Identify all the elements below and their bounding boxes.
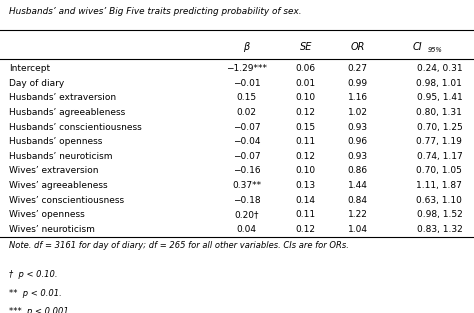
Text: Wives’ openness: Wives’ openness xyxy=(9,210,85,219)
Text: 1.16: 1.16 xyxy=(348,93,368,102)
Text: 0.11: 0.11 xyxy=(296,210,316,219)
Text: 1.22: 1.22 xyxy=(348,210,368,219)
Text: 1.11, 1.87: 1.11, 1.87 xyxy=(417,181,462,190)
Text: 0.98, 1.52: 0.98, 1.52 xyxy=(417,210,462,219)
Text: 0.99: 0.99 xyxy=(348,79,368,88)
Text: 0.14: 0.14 xyxy=(296,196,316,205)
Text: 0.02: 0.02 xyxy=(237,108,256,117)
Text: Husbands’ openness: Husbands’ openness xyxy=(9,137,103,146)
Text: 0.27: 0.27 xyxy=(348,64,368,73)
Text: 0.84: 0.84 xyxy=(348,196,368,205)
Text: Wives’ neuroticism: Wives’ neuroticism xyxy=(9,225,95,234)
Text: −0.01: −0.01 xyxy=(233,79,260,88)
Text: 0.83, 1.32: 0.83, 1.32 xyxy=(417,225,462,234)
Text: Intercept: Intercept xyxy=(9,64,51,73)
Text: 95%: 95% xyxy=(428,47,443,53)
Text: 0.06: 0.06 xyxy=(296,64,316,73)
Text: Husbands’ extraversion: Husbands’ extraversion xyxy=(9,93,117,102)
Text: 0.80, 1.31: 0.80, 1.31 xyxy=(417,108,462,117)
Text: 0.70, 1.05: 0.70, 1.05 xyxy=(417,167,462,176)
Text: Note. df = 3161 for day of diary; df = 265 for all other variables. CIs are for : Note. df = 3161 for day of diary; df = 2… xyxy=(9,241,349,250)
Text: 0.04: 0.04 xyxy=(237,225,256,234)
Text: −0.04: −0.04 xyxy=(233,137,260,146)
Text: 0.12: 0.12 xyxy=(296,152,316,161)
Text: −0.16: −0.16 xyxy=(233,167,260,176)
Text: †  p < 0.10.: † p < 0.10. xyxy=(9,270,58,279)
Text: OR: OR xyxy=(351,42,365,52)
Text: Wives’ extraversion: Wives’ extraversion xyxy=(9,167,99,176)
Text: 0.63, 1.10: 0.63, 1.10 xyxy=(417,196,462,205)
Text: 0.37**: 0.37** xyxy=(232,181,261,190)
Text: −0.07: −0.07 xyxy=(233,123,260,131)
Text: CI: CI xyxy=(412,42,422,52)
Text: 1.44: 1.44 xyxy=(348,181,368,190)
Text: 0.24, 0.31: 0.24, 0.31 xyxy=(417,64,462,73)
Text: 0.12: 0.12 xyxy=(296,108,316,117)
Text: 0.86: 0.86 xyxy=(348,167,368,176)
Text: **  p < 0.01.: ** p < 0.01. xyxy=(9,289,62,298)
Text: 0.11: 0.11 xyxy=(296,137,316,146)
Text: β: β xyxy=(243,42,250,52)
Text: 0.70, 1.25: 0.70, 1.25 xyxy=(417,123,462,131)
Text: 0.96: 0.96 xyxy=(348,137,368,146)
Text: 0.01: 0.01 xyxy=(296,79,316,88)
Text: 0.10: 0.10 xyxy=(296,93,316,102)
Text: Husbands’ agreeableness: Husbands’ agreeableness xyxy=(9,108,126,117)
Text: 0.15: 0.15 xyxy=(296,123,316,131)
Text: ***  p < 0.001.: *** p < 0.001. xyxy=(9,307,72,313)
Text: SE: SE xyxy=(300,42,312,52)
Text: 0.13: 0.13 xyxy=(296,181,316,190)
Text: 0.10: 0.10 xyxy=(296,167,316,176)
Text: 1.02: 1.02 xyxy=(348,108,368,117)
Text: −0.07: −0.07 xyxy=(233,152,260,161)
Text: 0.93: 0.93 xyxy=(348,152,368,161)
Text: Husbands’ and wives’ Big Five traits predicting probability of sex.: Husbands’ and wives’ Big Five traits pre… xyxy=(9,7,302,16)
Text: 0.77, 1.19: 0.77, 1.19 xyxy=(417,137,462,146)
Text: 0.12: 0.12 xyxy=(296,225,316,234)
Text: −0.18: −0.18 xyxy=(233,196,260,205)
Text: Husbands’ neuroticism: Husbands’ neuroticism xyxy=(9,152,113,161)
Text: Wives’ agreeableness: Wives’ agreeableness xyxy=(9,181,108,190)
Text: Wives’ conscientiousness: Wives’ conscientiousness xyxy=(9,196,125,205)
Text: 0.98, 1.01: 0.98, 1.01 xyxy=(417,79,462,88)
Text: 0.20†: 0.20† xyxy=(234,210,259,219)
Text: 0.15: 0.15 xyxy=(237,93,256,102)
Text: −1.29***: −1.29*** xyxy=(226,64,267,73)
Text: Husbands’ conscientiousness: Husbands’ conscientiousness xyxy=(9,123,142,131)
Text: 1.04: 1.04 xyxy=(348,225,368,234)
Text: Day of diary: Day of diary xyxy=(9,79,65,88)
Text: 0.93: 0.93 xyxy=(348,123,368,131)
Text: 0.95, 1.41: 0.95, 1.41 xyxy=(417,93,462,102)
Text: 0.74, 1.17: 0.74, 1.17 xyxy=(417,152,462,161)
